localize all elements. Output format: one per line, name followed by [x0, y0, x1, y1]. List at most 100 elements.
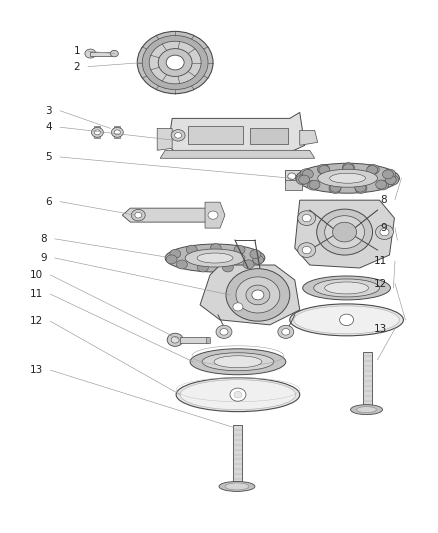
Ellipse shape — [332, 222, 357, 242]
Ellipse shape — [252, 290, 264, 300]
Ellipse shape — [208, 211, 218, 219]
Ellipse shape — [294, 306, 399, 334]
Ellipse shape — [314, 279, 379, 297]
Text: 13: 13 — [374, 324, 387, 334]
Ellipse shape — [325, 216, 364, 248]
Ellipse shape — [110, 50, 118, 57]
Ellipse shape — [298, 211, 316, 225]
Ellipse shape — [325, 282, 368, 294]
Ellipse shape — [185, 249, 245, 267]
Ellipse shape — [220, 328, 228, 335]
Ellipse shape — [382, 170, 393, 179]
Ellipse shape — [137, 31, 213, 94]
Ellipse shape — [317, 164, 329, 174]
Ellipse shape — [253, 255, 264, 264]
Ellipse shape — [165, 244, 265, 272]
Ellipse shape — [230, 388, 246, 401]
Ellipse shape — [309, 180, 320, 189]
Ellipse shape — [296, 175, 308, 184]
Ellipse shape — [226, 269, 290, 321]
Ellipse shape — [131, 209, 145, 221]
Ellipse shape — [319, 165, 330, 174]
Bar — [90, 52, 112, 55]
Ellipse shape — [290, 304, 403, 336]
Ellipse shape — [85, 49, 96, 58]
Ellipse shape — [223, 263, 233, 272]
Ellipse shape — [377, 180, 389, 190]
Ellipse shape — [234, 245, 245, 254]
Polygon shape — [122, 208, 215, 222]
Ellipse shape — [380, 229, 389, 236]
Ellipse shape — [166, 55, 184, 70]
Ellipse shape — [318, 169, 378, 187]
Text: 5: 5 — [46, 152, 52, 162]
Text: 2: 2 — [74, 62, 80, 71]
Bar — [363, 352, 371, 410]
Ellipse shape — [197, 253, 233, 263]
Polygon shape — [205, 202, 225, 228]
Text: 11: 11 — [374, 256, 387, 266]
Ellipse shape — [202, 353, 274, 371]
Ellipse shape — [376, 180, 387, 189]
Polygon shape — [285, 170, 300, 182]
Ellipse shape — [234, 391, 242, 398]
Ellipse shape — [233, 303, 243, 311]
Text: 8: 8 — [381, 195, 387, 205]
Polygon shape — [168, 112, 305, 152]
Text: 12: 12 — [374, 279, 387, 288]
Ellipse shape — [245, 284, 271, 305]
Ellipse shape — [166, 255, 177, 264]
Text: 13: 13 — [29, 365, 42, 375]
Ellipse shape — [186, 245, 197, 254]
Bar — [95, 126, 100, 139]
Ellipse shape — [288, 173, 296, 180]
Text: 11: 11 — [29, 289, 42, 299]
Ellipse shape — [226, 269, 290, 321]
Text: 4: 4 — [46, 122, 52, 132]
Ellipse shape — [375, 225, 393, 239]
Ellipse shape — [177, 260, 187, 269]
Ellipse shape — [176, 378, 300, 411]
Text: 12: 12 — [29, 316, 42, 326]
Ellipse shape — [329, 183, 341, 193]
Ellipse shape — [387, 175, 399, 185]
Ellipse shape — [296, 163, 399, 193]
Ellipse shape — [282, 328, 290, 335]
Ellipse shape — [355, 183, 367, 193]
Ellipse shape — [111, 127, 124, 138]
Ellipse shape — [114, 130, 120, 135]
Ellipse shape — [299, 175, 310, 184]
Ellipse shape — [355, 183, 366, 192]
Ellipse shape — [298, 243, 316, 257]
Bar — [114, 126, 120, 139]
Text: 10: 10 — [29, 270, 42, 280]
Polygon shape — [200, 265, 300, 325]
Ellipse shape — [216, 325, 232, 338]
Ellipse shape — [278, 325, 294, 338]
Ellipse shape — [330, 173, 366, 183]
Ellipse shape — [246, 285, 270, 305]
Ellipse shape — [302, 214, 311, 222]
Ellipse shape — [171, 336, 179, 343]
Ellipse shape — [219, 481, 255, 491]
Bar — [206, 337, 210, 343]
Ellipse shape — [343, 164, 354, 173]
Polygon shape — [285, 180, 302, 190]
Text: 9: 9 — [40, 253, 47, 263]
Text: 9: 9 — [381, 223, 387, 233]
Ellipse shape — [198, 263, 208, 272]
Ellipse shape — [95, 130, 100, 135]
Text: 1: 1 — [74, 46, 80, 56]
Polygon shape — [157, 128, 172, 150]
Ellipse shape — [250, 249, 261, 259]
Text: 3: 3 — [46, 106, 52, 116]
Ellipse shape — [175, 133, 182, 138]
Text: 8: 8 — [40, 234, 47, 244]
Ellipse shape — [149, 41, 201, 84]
Ellipse shape — [214, 356, 262, 368]
Ellipse shape — [343, 163, 354, 173]
Polygon shape — [300, 131, 318, 146]
Ellipse shape — [225, 483, 249, 490]
Ellipse shape — [367, 165, 379, 174]
Ellipse shape — [236, 277, 280, 313]
